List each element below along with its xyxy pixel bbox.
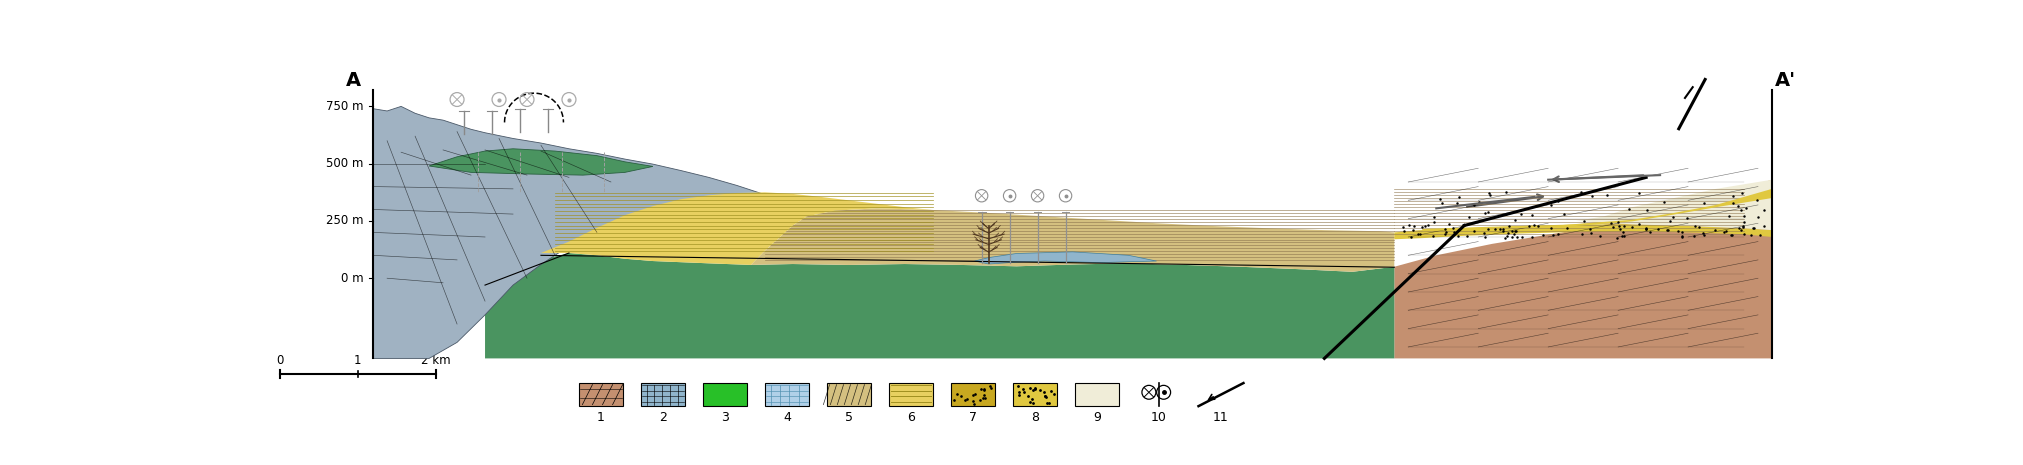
Text: 750 m: 750 m [326, 100, 364, 113]
Polygon shape [1394, 225, 1770, 239]
FancyBboxPatch shape [702, 383, 746, 406]
Text: 3: 3 [720, 411, 728, 424]
FancyBboxPatch shape [1074, 383, 1119, 406]
Polygon shape [1394, 179, 1770, 359]
Polygon shape [975, 252, 1155, 264]
Text: 2: 2 [659, 411, 668, 424]
Polygon shape [486, 253, 1394, 359]
FancyBboxPatch shape [765, 383, 809, 406]
Polygon shape [1394, 179, 1770, 232]
FancyBboxPatch shape [825, 383, 872, 406]
Text: A: A [346, 71, 362, 90]
Text: 250 m: 250 m [326, 214, 364, 227]
FancyBboxPatch shape [888, 383, 933, 406]
Polygon shape [751, 208, 1394, 272]
Text: 0: 0 [277, 354, 283, 367]
Text: A': A' [1774, 71, 1796, 90]
Polygon shape [429, 149, 653, 175]
FancyBboxPatch shape [951, 383, 995, 406]
Text: 2 km: 2 km [421, 354, 451, 367]
Text: 10: 10 [1151, 411, 1167, 424]
FancyBboxPatch shape [639, 383, 686, 406]
Polygon shape [372, 106, 793, 359]
Text: 9: 9 [1092, 411, 1101, 424]
Text: 0 m: 0 m [342, 272, 364, 285]
Polygon shape [1394, 179, 1770, 232]
Text: 4: 4 [783, 411, 791, 424]
Text: 8: 8 [1030, 411, 1038, 424]
Text: 500 m: 500 m [326, 157, 364, 170]
Text: 1: 1 [597, 411, 605, 424]
Text: 6: 6 [906, 411, 914, 424]
Text: 11: 11 [1212, 411, 1228, 424]
Text: 7: 7 [969, 411, 977, 424]
Polygon shape [540, 193, 933, 265]
FancyBboxPatch shape [1012, 383, 1056, 406]
FancyBboxPatch shape [579, 383, 623, 406]
Polygon shape [1422, 189, 1770, 231]
Text: 1: 1 [354, 354, 362, 367]
Text: 5: 5 [844, 411, 852, 424]
